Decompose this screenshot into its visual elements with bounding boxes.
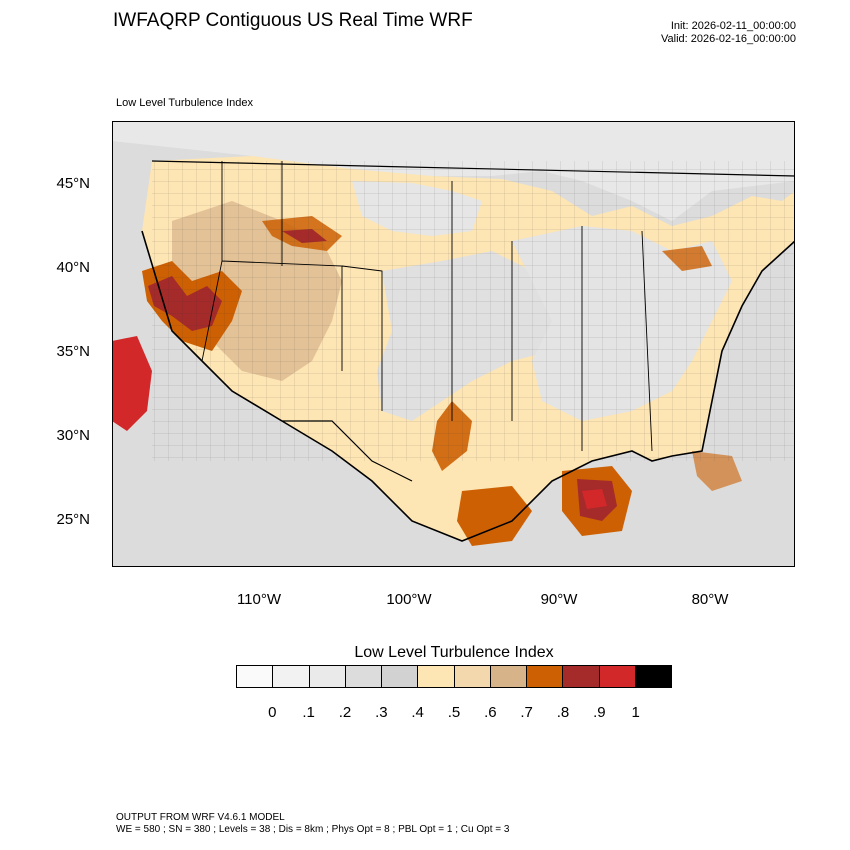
colorbar-box [527, 666, 564, 687]
colorbar-tick-label: .1 [302, 704, 315, 721]
colorbar-box [273, 666, 310, 687]
mexico-border [231, 390, 413, 482]
coastline [141, 230, 795, 542]
lon-label-110: 110°W [236, 591, 282, 608]
county-lines [152, 161, 795, 461]
run-times: Init: 2026-02-11_00:00:00 Valid: 2026-02… [661, 20, 796, 46]
valid-time: Valid: 2026-02-16_00:00:00 [661, 33, 796, 45]
colorbar-box [599, 666, 636, 687]
colorbar-tick-label: .9 [593, 704, 606, 721]
init-time: Init: 2026-02-11_00:00:00 [670, 20, 796, 32]
lon-label-90: 90°W [540, 591, 578, 608]
colorbar-tick-label: .7 [520, 704, 533, 721]
lon-label-100: 100°W [386, 591, 432, 608]
colorbar-tick-label: .3 [375, 704, 388, 721]
colorbar-title: Low Level Turbulence Index [354, 644, 554, 661]
lat-label-35: 35°N [56, 343, 90, 360]
colorbar-box [309, 666, 346, 687]
colorbar-tick-label: .6 [484, 704, 497, 721]
colorbar-box [418, 666, 455, 687]
lat-label-45: 45°N [56, 175, 90, 192]
colorbar-box [454, 666, 491, 687]
map-subtitle: Low Level Turbulence Index [116, 97, 253, 109]
model-config: WE = 580 ; SN = 380 ; Levels = 38 ; Dis … [116, 824, 510, 835]
state-borders [201, 161, 653, 452]
colorbar-tick-label: .8 [556, 704, 570, 721]
gulf-red [582, 489, 607, 509]
colorbar-tick-label: .2 [338, 704, 352, 721]
map-panel [112, 121, 795, 567]
lon-label-80: 80°W [691, 591, 729, 608]
colorbar-box [345, 666, 382, 687]
colorbar-tick-label: 0 [268, 704, 277, 721]
colorbar-tick-label: .5 [447, 704, 461, 721]
canada-border [151, 160, 795, 177]
pacific-red [112, 336, 152, 431]
lat-label-25: 25°N [56, 511, 90, 528]
colorbar [236, 665, 672, 688]
turbulence-map [112, 121, 795, 567]
gulf-west-orange [457, 486, 532, 546]
colorbar-box [490, 666, 527, 687]
lat-label-40: 40°N [56, 259, 90, 276]
colorbar-box [237, 666, 274, 687]
model-info: OUTPUT FROM WRF V4.6.1 MODEL WE = 580 ; … [116, 812, 509, 836]
model-version: OUTPUT FROM WRF V4.6.1 MODEL [116, 812, 285, 823]
colorbar-box [635, 666, 671, 687]
colorbar-box [563, 666, 600, 687]
colorbar-box [382, 666, 419, 687]
colorbar-tick-label: 1 [631, 704, 640, 721]
map-border [112, 121, 795, 567]
chart-title: IWFAQRP Contiguous US Real Time WRF [113, 10, 473, 31]
lat-label-30: 30°N [56, 427, 90, 444]
colorbar-tick-label: .4 [411, 704, 424, 721]
